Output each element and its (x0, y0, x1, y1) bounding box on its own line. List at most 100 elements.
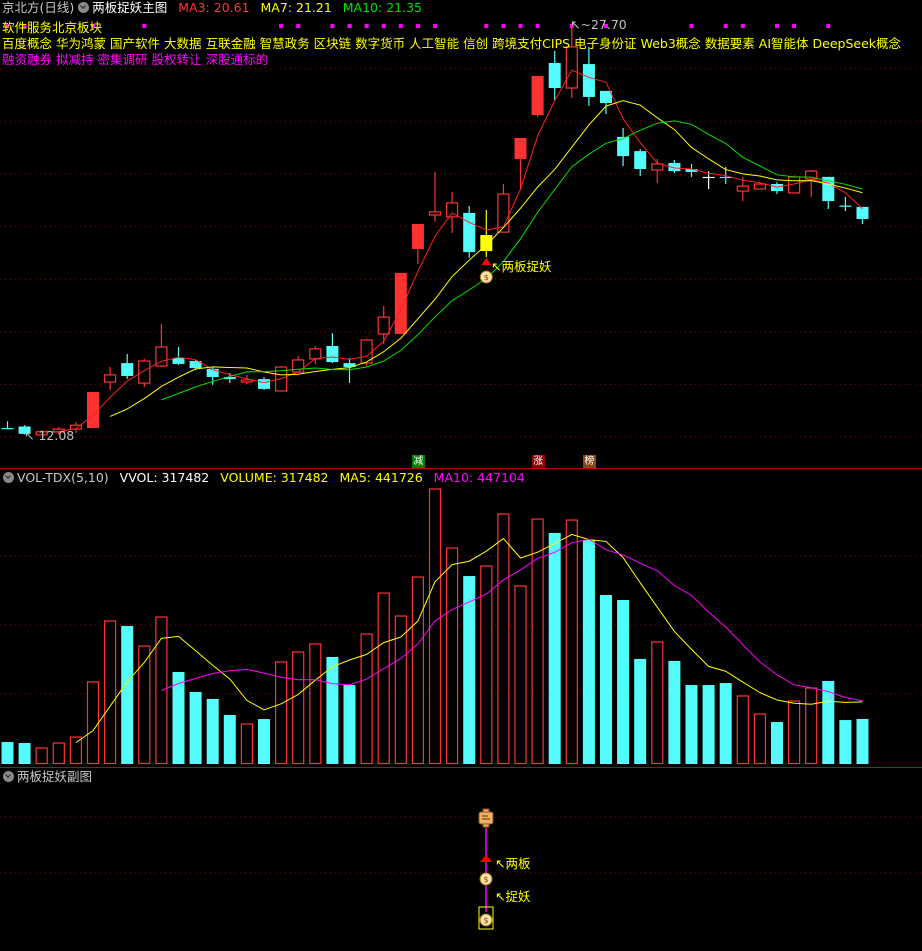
candle-body (565, 46, 578, 89)
candle (685, 164, 698, 177)
marker-dot (535, 24, 540, 28)
indicator-name[interactable]: 两板捉妖主图 (92, 0, 168, 15)
svg-text:$: $ (483, 875, 488, 884)
volume-bar (326, 656, 339, 764)
sub-chart[interactable]: $ $ (0, 769, 922, 951)
stock-tag[interactable]: 融资融券 (2, 52, 53, 67)
concept-tag[interactable]: 人工智能 (409, 36, 460, 51)
ma10-legend: MA10: 21.35 (342, 0, 422, 15)
candle (138, 358, 151, 388)
candle-body (121, 363, 134, 376)
ma10-line (161, 120, 863, 401)
candle-body (87, 392, 99, 429)
candle-body (103, 374, 117, 383)
concept-tag[interactable]: 数字货币 (355, 36, 406, 51)
event-tag[interactable]: 榜 (582, 455, 596, 468)
concept-tag[interactable]: 电子身份证 (574, 36, 637, 51)
sub-panel-header: 两板捉妖副图 (2, 769, 92, 785)
volume-chart[interactable] (0, 468, 922, 768)
candle (771, 181, 783, 194)
volume-bar (582, 540, 595, 764)
concept-tag[interactable]: 区块链 (313, 36, 352, 51)
stock-tag[interactable]: 股权转让 (151, 52, 202, 67)
volume-bar (103, 620, 117, 765)
volume-bar (753, 713, 767, 765)
candle-body (668, 162, 681, 172)
volume-bar (121, 625, 134, 764)
panel-divider[interactable] (0, 767, 922, 768)
volume-bar (35, 747, 48, 765)
marker-dot (142, 24, 147, 28)
candle-body (480, 235, 493, 252)
volume-bar (771, 722, 783, 764)
stock-tag[interactable]: 密集调研 (97, 52, 148, 67)
concept-tag[interactable]: Web3概念 (640, 36, 701, 51)
volume-bar (428, 488, 442, 765)
volume-bar (18, 743, 31, 764)
svg-text:$: $ (483, 916, 488, 925)
event-tag[interactable]: 减 (411, 455, 425, 468)
stock-tag[interactable]: 拟减持 (56, 52, 94, 67)
volume-bar (1, 742, 14, 764)
concept-list: 百度概念 华为鸿蒙 国产软件 大数据 互联金融 智慧政务 区块链 数字货币 人工智能 信创 跨境支付… (2, 36, 905, 52)
candle-body (309, 348, 322, 360)
vol-ma5-legend: MA5: 441726 (339, 470, 423, 485)
concept-tag[interactable]: 智慧政务 (259, 36, 310, 51)
price-chart[interactable]: $ (0, 0, 922, 468)
high-arrow-icon: ↖~ (570, 17, 591, 32)
vol-ma5-line (75, 533, 863, 744)
money-bag-shape (479, 270, 493, 284)
concept-tag[interactable]: 百度概念 (2, 36, 53, 51)
volume-bar (787, 700, 801, 765)
candle-body (292, 359, 305, 373)
volume-bar (223, 714, 236, 764)
concept-tag[interactable]: AI智能体 (758, 36, 809, 51)
marker-dot (91, 24, 95, 28)
candle-body (736, 185, 749, 192)
candle-body (18, 426, 31, 434)
concept-tag[interactable]: 数据要素 (704, 36, 755, 51)
money-bag-icon: $ (479, 913, 493, 927)
concept-tag[interactable]: 国产软件 (110, 36, 161, 51)
volume-bar (446, 547, 459, 765)
candle-body (223, 377, 236, 380)
candle (411, 223, 424, 264)
volume-bar (52, 742, 65, 765)
candle-body (531, 75, 544, 116)
high-price-label: ↖~27.70 (570, 17, 627, 32)
stock-tag[interactable]: 深股通标的 (205, 52, 269, 67)
concept-tag[interactable]: 信创 (463, 36, 489, 51)
sub-panel-title[interactable]: 两板捉妖副图 (17, 769, 93, 784)
candle-body (172, 358, 185, 364)
volume-bar (651, 641, 664, 765)
candle-body (189, 360, 202, 369)
signal-box (478, 906, 494, 930)
candle (240, 374, 253, 385)
indicator-dropdown-icon[interactable] (78, 2, 90, 13)
concept-tag[interactable]: 跨境支付CIPS (492, 36, 571, 51)
volume-bar (856, 718, 869, 764)
concept-tag[interactable]: 大数据 (164, 36, 202, 51)
volume-bar (514, 585, 527, 765)
panel-divider[interactable] (0, 468, 922, 469)
candle-body (326, 346, 339, 363)
concept-tag[interactable]: 华为鸿蒙 (56, 36, 107, 51)
volume-bar (565, 519, 578, 765)
candle (172, 347, 185, 365)
marker-dot (330, 24, 335, 28)
candle (155, 323, 168, 368)
marker-dot (364, 24, 369, 28)
sector-label: 软件服务北京板块 (2, 20, 103, 35)
candle (463, 206, 476, 258)
sub-dropdown-icon[interactable] (3, 771, 14, 782)
concept-tag[interactable]: 互联金融 (205, 36, 256, 51)
candle-body (719, 176, 732, 179)
candle (18, 425, 31, 435)
volume-dropdown-icon[interactable] (3, 472, 14, 483)
volume-indicator-name[interactable]: VOL-TDX(5,10) (17, 470, 109, 485)
concept-tag[interactable]: DeepSeek概念 (812, 36, 902, 51)
candle (497, 183, 510, 233)
volume-legend: VOLUME: 317482 (220, 470, 329, 485)
marker-dot (484, 24, 489, 28)
event-tag[interactable]: 涨 (531, 455, 545, 468)
